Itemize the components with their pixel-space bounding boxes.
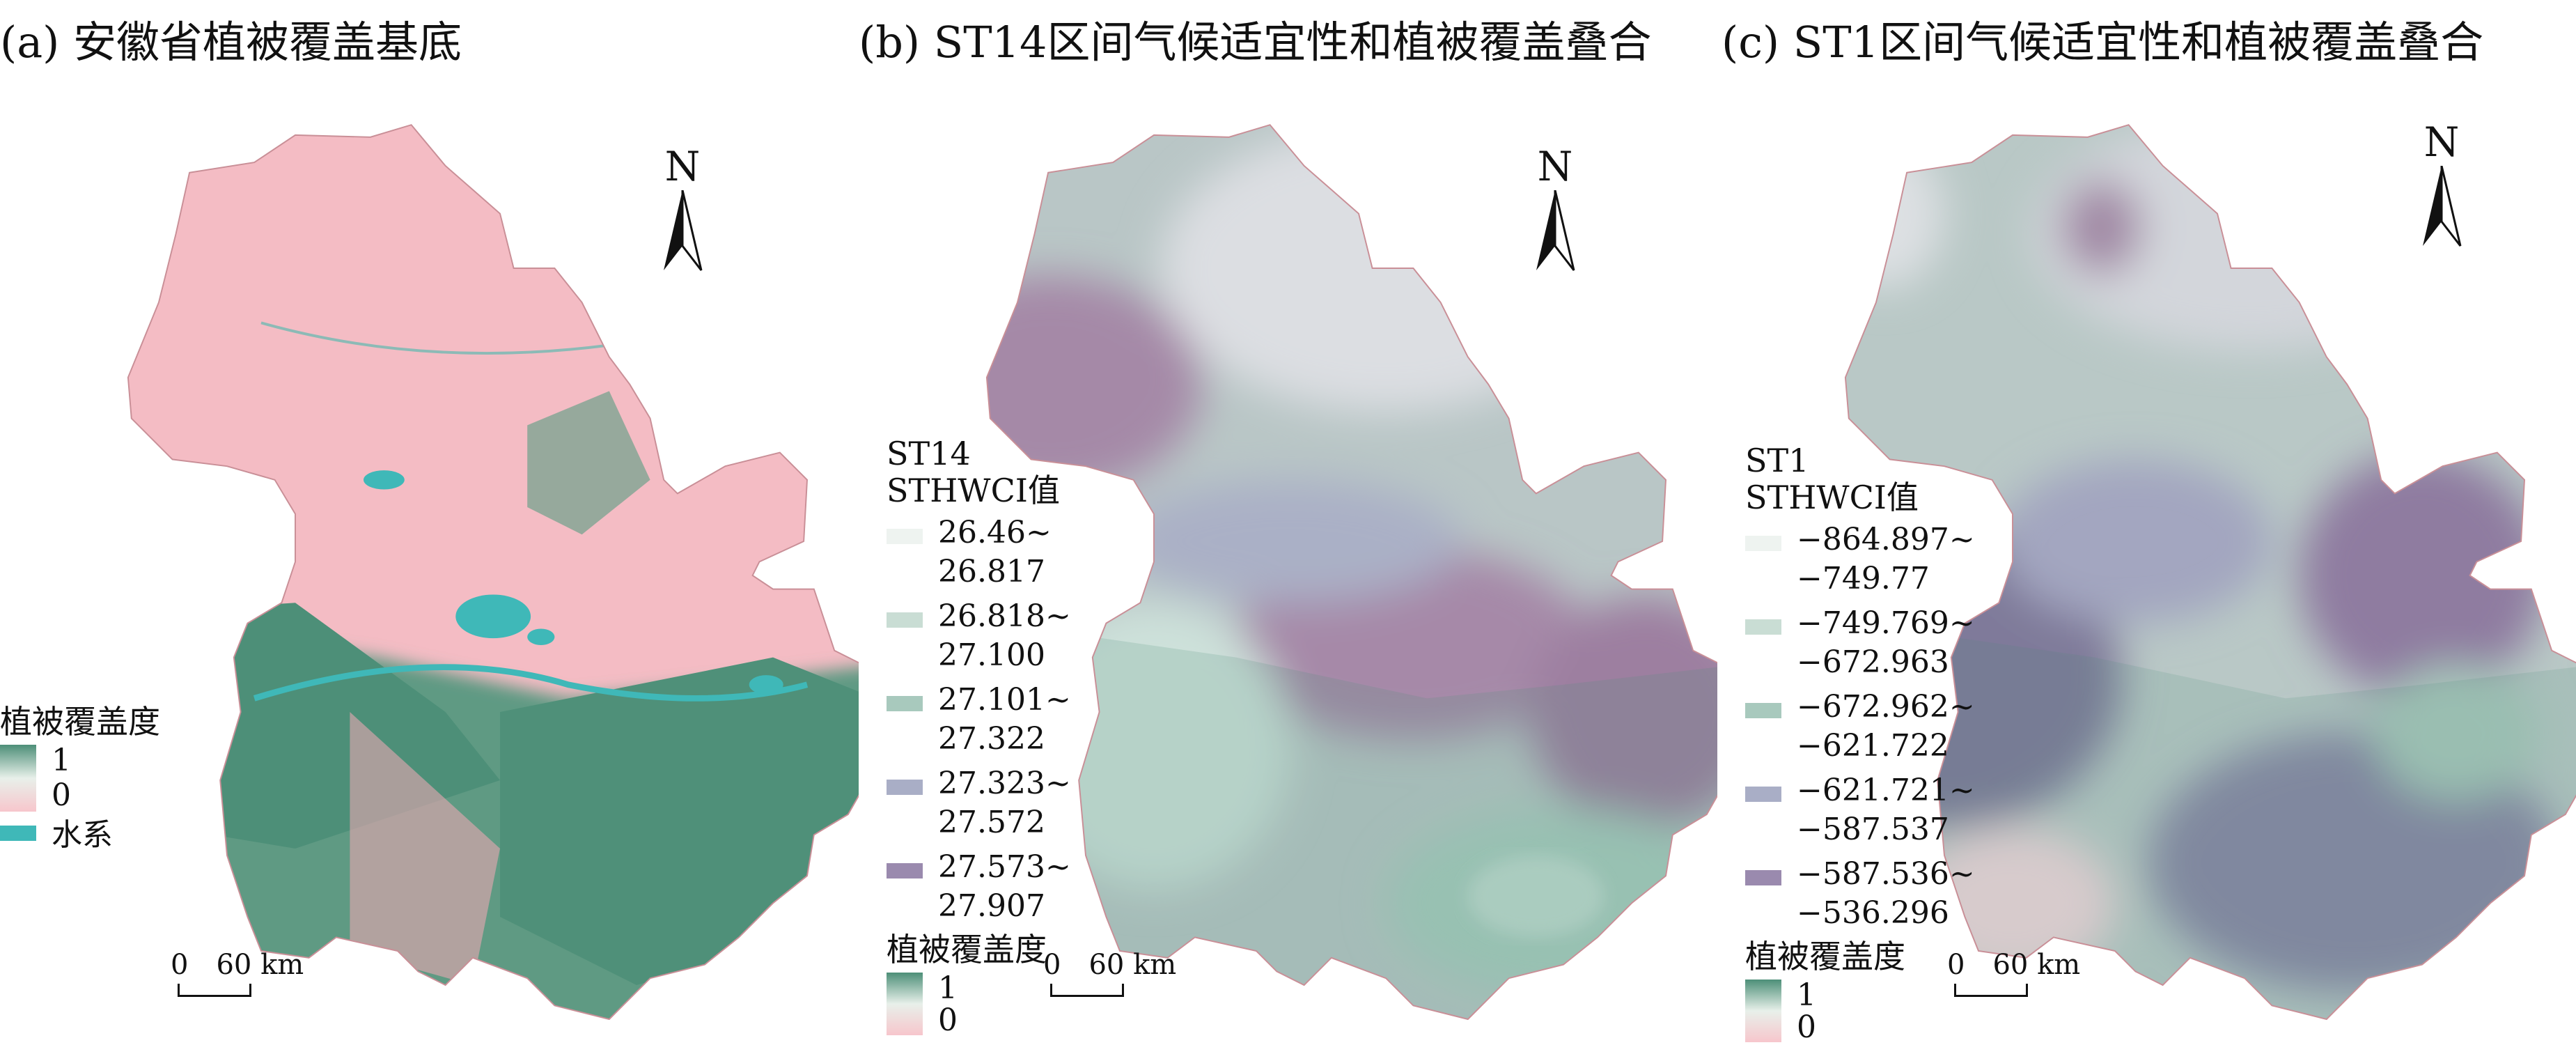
class-swatch [1745,869,1781,885]
scale-start: 0 [1043,949,1061,981]
panel-title: (b) ST14区间气候适宜性和植被覆盖叠合 [859,17,1652,68]
panel-b: (b) ST14区间气候适宜性和植被覆盖叠合 N [859,0,1717,1036]
north-arrow: N [658,143,707,277]
legend-title-line2: STHWCI值 [1745,478,1919,516]
class-swatch [1745,535,1781,551]
gradient-low-label: 0 [938,1002,958,1038]
water-label: 水系 [52,816,113,853]
legend-class-row: −864.897~ −749.77 [1745,520,1975,598]
gradient-high-label: 1 [938,970,958,1006]
legend-class-row: 27.101~ 27.322 [887,681,1071,759]
legend-c: ST1 STHWCI值 −864.897~ −749.77 −749.769~ −6… [1745,442,1975,1044]
north-label: N [664,143,701,190]
vegetation-map [127,124,859,1020]
panel-a: (a) 安徽省植被覆盖基底 N [0,0,859,1031]
scale-start: 0 [171,949,189,981]
legend-title-line1: ST14 [887,435,971,472]
class-swatch [1745,619,1781,635]
class-swatch [887,612,923,628]
legend-a: 植被覆盖度 1 0 水系 [0,704,160,860]
legend-title: 植被覆盖度 [0,703,160,741]
north-arrow-icon [2423,165,2462,247]
water-swatch [0,825,36,841]
water-legend: 水系 [0,816,160,855]
scale-end: 60 km [216,949,304,981]
legend-b: ST14 STHWCI值 26.46~ 26.817 26.818~ 27.100 … [887,435,1071,1037]
panel-c: (c) ST1区间气候适宜性和植被覆盖叠合 [1717,0,2576,1043]
veg-legend-title: 植被覆盖度 [887,930,1047,968]
north-arrow-icon [1536,189,1575,271]
gradient-low-label: 0 [52,777,71,813]
veg-legend-title: 植被覆盖度 [1745,937,1905,975]
vegetation-gradient: 1 0 [887,970,1071,1038]
climate-suitability-map-st14 [985,124,1717,1020]
class-swatch [1745,702,1781,718]
class-swatch [1745,786,1781,802]
climate-suitability-map-st1 [1844,124,2576,1020]
scale-end: 60 km [1088,949,1177,981]
north-arrow: N [2417,118,2466,252]
legend-class-row: −749.769~ −672.963 [1745,604,1975,682]
legend-title-line2: STHWCI值 [887,471,1060,509]
north-label: N [1537,143,1573,190]
north-arrow-icon [664,189,703,271]
class-swatch [887,695,923,711]
legend-class-row: 26.818~ 27.100 [887,597,1071,675]
vegetation-gradient: 1 0 [0,742,160,813]
panel-title: (a) 安徽省植被覆盖基底 [0,17,462,68]
north-arrow: N [1531,143,1579,277]
scale-bar: 0 60 km [1043,949,1176,997]
legend-class-row: −621.721~ −587.537 [1745,771,1975,849]
legend-class-row: 27.323~ 27.572 [887,764,1071,842]
legend-class-row: 26.46~ 26.817 [887,513,1071,591]
panel-title: (c) ST1区间气候适宜性和植被覆盖叠合 [1722,17,2484,68]
gradient-high-label: 1 [1797,977,1816,1013]
legend-class-row: −672.962~ −621.722 [1745,688,1975,766]
scale-bar: 0 60 km [1947,949,2080,997]
gradient-high-label: 1 [52,742,71,778]
legend-class-row: 27.573~ 27.907 [887,848,1071,926]
class-swatch [887,779,923,795]
class-swatch [887,528,923,544]
legend-class-row: −587.536~ −536.296 [1745,855,1975,933]
scale-end: 60 km [1992,949,2081,981]
vegetation-gradient: 1 0 [1745,977,1975,1045]
north-label: N [2423,118,2460,166]
scale-start: 0 [1947,949,1965,981]
scale-bar: 0 60 km [171,949,304,997]
gradient-low-label: 0 [1797,1009,1816,1045]
legend-title-line1: ST1 [1745,442,1809,479]
class-swatch [887,862,923,878]
